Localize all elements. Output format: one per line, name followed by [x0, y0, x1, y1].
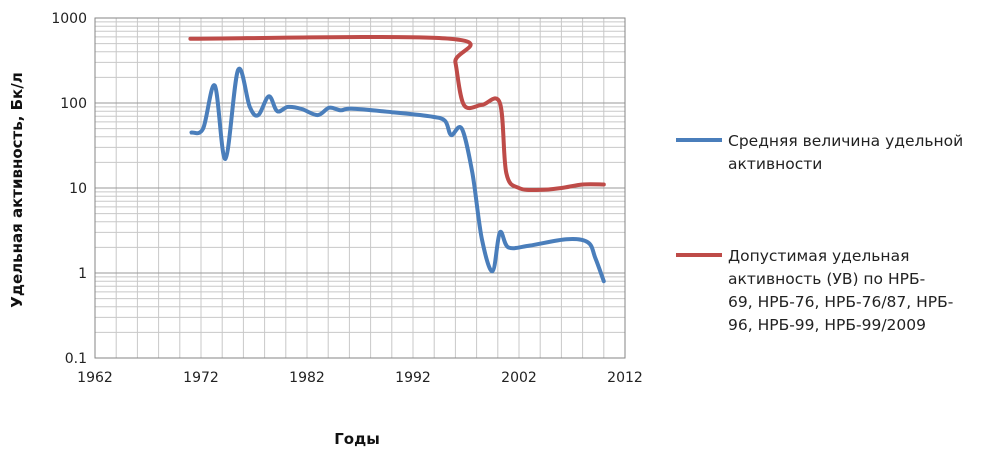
y-tick-label: 0.1	[65, 351, 87, 367]
plot-area	[94, 17, 626, 359]
y-axis-title: Удельная активность, Бк/л	[8, 72, 26, 307]
legend-label-2: активность (УВ) по НРБ-	[728, 270, 925, 288]
x-tick-labels: 1962 1972 1982 1992 2002 2012	[77, 370, 643, 386]
y-tick-labels: 0.1 1 10 100 1000	[51, 11, 87, 367]
legend-label-2: 69, НРБ-76, НРБ-76/87, НРБ-	[728, 293, 953, 311]
y-tick-label: 1000	[51, 11, 87, 27]
x-tick-label: 1982	[289, 370, 325, 386]
legend-label-1: Средняя величина удельной	[728, 132, 963, 150]
x-tick-label: 1972	[183, 370, 219, 386]
y-tick-label: 10	[69, 181, 87, 197]
x-axis-title: Годы	[334, 430, 380, 448]
x-tick-label: 2012	[607, 370, 643, 386]
y-tick-label: 1	[78, 266, 87, 282]
legend-label-2: Допустимая удельная	[728, 247, 909, 265]
x-tick-label: 1962	[77, 370, 113, 386]
legend-label-1: активности	[728, 155, 822, 173]
legend-label-2: 96, НРБ-99, НРБ-99/2009	[728, 316, 926, 334]
series-line-1	[189, 66, 606, 284]
series-lines	[188, 35, 606, 284]
legend: Средняя величина удельной активности Допус…	[676, 132, 963, 334]
x-tick-label: 2002	[501, 370, 537, 386]
y-tick-label: 100	[60, 96, 87, 112]
grid-lines	[95, 18, 625, 358]
series-line-2	[188, 35, 606, 193]
x-tick-label: 1992	[395, 370, 431, 386]
